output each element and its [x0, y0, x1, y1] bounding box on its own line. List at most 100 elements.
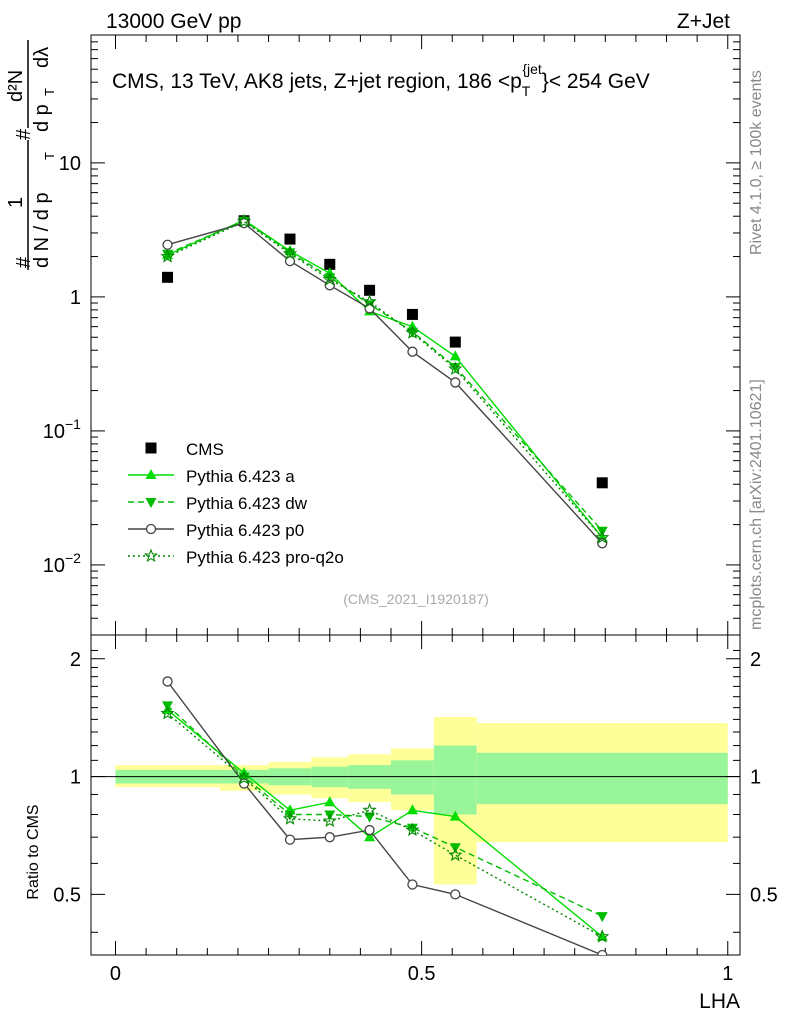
legend-marker [145, 469, 157, 479]
ratio-band-stat [476, 752, 728, 805]
ratio-data-point [449, 810, 461, 821]
series-pythia-6-423-p0 [162, 218, 608, 549]
data-point [322, 271, 337, 286]
data-point [282, 246, 298, 260]
legend-item-cms: CMS [145, 440, 224, 459]
series-pythia-6-423-dw [162, 216, 608, 537]
analysis-id: (CMS_2021_I1920187) [343, 591, 489, 607]
data-point [236, 214, 252, 228]
ylabel-dl: dλ [31, 47, 53, 68]
legend-item-pythia-6-423-dw: Pythia 6.423 dw [128, 494, 308, 513]
ratio-data-point [282, 811, 298, 825]
legend-label: Pythia 6.423 a [186, 467, 295, 486]
ratio-data-point [407, 879, 418, 890]
data-point [595, 530, 610, 544]
data-point [405, 325, 420, 339]
legend-item-pythia-6-423-p0: Pythia 6.423 p0 [128, 521, 304, 540]
data-point [448, 361, 463, 376]
title-sub: T [522, 83, 531, 99]
main-ytick-label: 1 [70, 287, 81, 309]
data-point [162, 271, 174, 283]
ratio-data-point [596, 912, 608, 923]
series-pythia-6-423-pro-q2o [160, 214, 610, 544]
data-point [406, 308, 418, 320]
ratio-ytick-label: 2 [70, 649, 81, 671]
legend-marker [145, 442, 157, 454]
main-ylabel: # 1 d N / d p T # d²N d p T dλ [5, 40, 57, 270]
ylabel-t2: T [42, 88, 57, 96]
ratio-series-pythia-6-423-pro-q2o [160, 705, 610, 943]
data-point [450, 377, 461, 388]
series-cms [162, 215, 608, 489]
ylabel-t1: T [42, 152, 57, 160]
ratio-series-line [167, 709, 603, 938]
main-ytick-label: 10 [43, 421, 65, 443]
ratio-series-pythia-6-423-p0 [162, 676, 608, 955]
data-point [362, 294, 377, 308]
main-ytick-label: 10 [59, 153, 81, 175]
title-end: < 254 GeV [549, 70, 650, 93]
data-point [284, 233, 296, 245]
main-title: CMS, 13 TeV, AK8 jets, Z+jet region, 186… [112, 61, 650, 99]
data-point [407, 346, 418, 357]
series-pythia-6-423-a [162, 213, 608, 542]
ratio-band-stat [391, 760, 434, 795]
ratio-data-point [284, 810, 296, 821]
ratio-series-group [160, 676, 610, 955]
legend-marker [143, 548, 159, 563]
ratio-data-point [324, 796, 336, 807]
main-ytick-label: 10 [43, 555, 65, 577]
legend-marker [145, 523, 157, 535]
legend-label: Pythia 6.423 dw [186, 494, 308, 513]
legend-label: CMS [186, 440, 224, 459]
data-point [162, 239, 173, 250]
x-axis-label: LHA [699, 990, 740, 1013]
ratio-data-point [362, 802, 377, 817]
ratio-data-point [364, 812, 376, 823]
data-point [324, 273, 336, 284]
ylabel-one: 1 [5, 197, 27, 208]
title-sup-close: } [542, 70, 549, 93]
legend-item-pythia-6-423-pro-q2o: Pythia 6.423 pro-q2o [128, 548, 344, 567]
data-point [364, 284, 376, 296]
ratio-ytick-label: 0.5 [53, 884, 81, 906]
ratio-data-point [405, 822, 420, 837]
legend-marker [145, 498, 157, 508]
mcplots-label: mcplots.cern.ch [arXiv:2401.10621] [748, 379, 765, 630]
ratio-ytick-label: 1 [70, 767, 81, 789]
xtick-label: 1 [722, 963, 733, 985]
ylabel-dn: d N / d p [31, 192, 53, 268]
ratio-data-point [284, 834, 296, 845]
ratio-ytick-label-right: 1 [750, 767, 761, 789]
main-ytick-exponent: −1 [65, 416, 81, 432]
ratio-data-point [162, 676, 173, 687]
ratio-data-point [595, 929, 610, 943]
ratio-data-point [160, 705, 175, 720]
legend-label: Pythia 6.423 pro-q2o [186, 548, 344, 567]
data-point [162, 249, 174, 260]
ylabel-d2n: d²N [5, 70, 27, 102]
svg-text:CMS, 13 TeV, AK8 jets, Z+jet r: CMS, 13 TeV, AK8 jets, Z+jet region, 186… [112, 61, 650, 99]
ratio-data-point [364, 824, 375, 836]
ratio-data-point [322, 813, 337, 827]
data-point [596, 477, 608, 489]
ratio-data-point [597, 949, 608, 955]
legend-label: Pythia 6.423 p0 [186, 521, 304, 540]
ratio-panel: 2 2 1 1 0.5 0.5 0 0.5 1 [53, 634, 778, 985]
series-line [167, 222, 603, 544]
ratio-data-point [364, 831, 376, 842]
data-point [449, 336, 461, 348]
ratio-data-point [450, 889, 461, 900]
data-point [449, 362, 461, 373]
ratio-series-line [167, 704, 603, 917]
title-main: CMS, 13 TeV, AK8 jets, Z+jet region, 186… [112, 70, 522, 93]
xtick-label: 0.5 [408, 963, 436, 985]
main-series-group [160, 213, 610, 549]
ratio-series-line [166, 681, 603, 955]
series-line [167, 220, 603, 539]
title-sup: {jet [522, 61, 542, 77]
legend: CMS Pythia 6.423 a Pythia 6.423 dw Pythia 6… [128, 440, 344, 567]
ratio-ytick-label-right: 0.5 [750, 884, 778, 906]
